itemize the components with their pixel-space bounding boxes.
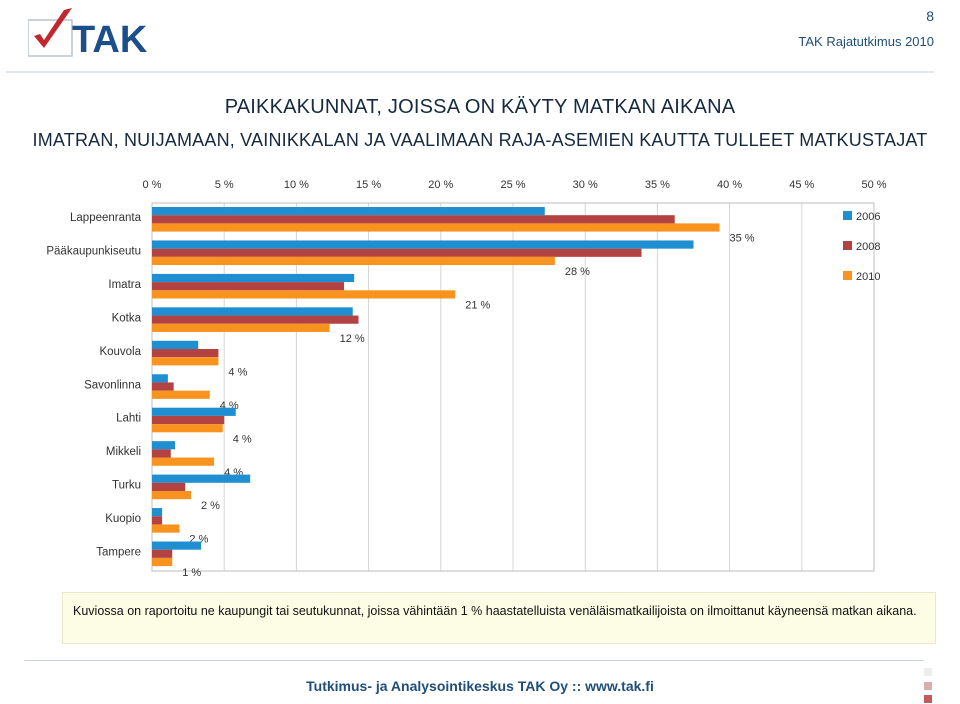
bar-2010: [152, 390, 210, 399]
category-label: Lappeenranta: [70, 212, 142, 224]
footnote-text: Kuviossa on raportoitu ne kaupungit tai …: [73, 604, 917, 618]
bar-2010: [152, 223, 720, 232]
x-tick-label: 25 %: [500, 179, 525, 191]
legend-label: 2008: [856, 241, 880, 253]
x-tick-label: 5 %: [215, 179, 234, 191]
bar-2008: [152, 482, 186, 491]
logo-text: TAK: [72, 19, 148, 60]
bar-2006: [152, 207, 545, 216]
bar-2006: [152, 240, 694, 249]
report-title: TAK Rajatutkimus 2010: [798, 34, 934, 49]
logo-check-mark: [34, 8, 72, 48]
bar-2008: [152, 449, 171, 458]
bar-2006: [152, 474, 251, 483]
footer-text: Tutkimus- ja Analysointikeskus TAK Oy ::…: [306, 678, 654, 694]
slide-subtitle: IMATRAN, NUIJAMAAN, VAINIKKALAN JA VAALI…: [32, 130, 928, 150]
bar-2008: [152, 382, 174, 391]
x-tick-label: 40 %: [717, 179, 742, 191]
x-tick-label: 10 %: [284, 179, 309, 191]
legend-swatch-2010: [843, 271, 852, 280]
bar-2008: [152, 549, 173, 558]
decor-square: [924, 682, 932, 690]
bar-2008: [152, 248, 642, 257]
bar-2006: [152, 374, 168, 383]
bar-2006: [152, 273, 355, 283]
legend-swatch-2006: [843, 211, 852, 220]
bar-2006: [152, 340, 199, 349]
bar-2006: [152, 407, 236, 416]
x-tick-label: 30 %: [573, 179, 598, 191]
bar-2008: [152, 349, 219, 358]
x-tick-label: 50 %: [861, 179, 886, 191]
bar-2008: [152, 415, 225, 425]
decor-square: [924, 695, 932, 703]
category-label: Tampere: [96, 547, 141, 559]
decor-square: [924, 668, 932, 676]
bar-2010: [152, 424, 223, 433]
data-label: 12 %: [340, 333, 365, 345]
bar-2010: [152, 557, 173, 567]
category-label: Kouvola: [99, 346, 141, 358]
bar-2006: [152, 441, 176, 450]
data-label: 21 %: [465, 300, 490, 312]
data-label: 4 %: [228, 366, 247, 378]
x-tick-label: 15 %: [356, 179, 381, 191]
bar-2006: [152, 508, 163, 517]
category-label: Pääkaupunkiseutu: [46, 245, 141, 257]
bar-2010: [152, 290, 456, 299]
legend-label: 2010: [856, 271, 880, 283]
bar-2006: [152, 307, 353, 316]
bar-2010: [152, 457, 215, 466]
category-label: Turku: [112, 480, 141, 492]
bar-2010: [152, 524, 180, 533]
data-label: 4 %: [233, 433, 252, 445]
data-label: 1 %: [182, 567, 201, 579]
category-label: Mikkeli: [106, 446, 141, 458]
bar-2008: [152, 282, 345, 291]
bar-2010: [152, 323, 330, 332]
footnote-box: Kuviossa on raportoitu ne kaupungit tai …: [62, 592, 936, 644]
x-tick-label: 0 %: [143, 179, 162, 191]
tak-logo: TAK: [28, 8, 148, 60]
category-label: Lahti: [116, 413, 141, 425]
bar-2006: [152, 541, 202, 550]
category-label: Kotka: [112, 312, 142, 324]
x-tick-label: 45 %: [789, 179, 814, 191]
x-tick-label: 35 %: [645, 179, 670, 191]
header-divider: [6, 71, 934, 73]
category-label: Kuopio: [105, 513, 141, 525]
data-label: 28 %: [565, 266, 590, 278]
slide-title: PAIKKAKUNNAT, JOISSA ON KÄYTY MATKAN AIK…: [224, 96, 736, 118]
legend-swatch-2008: [843, 241, 852, 250]
legend-label: 2006: [856, 211, 880, 223]
footer-divider: [24, 660, 924, 661]
bar-2010: [152, 491, 191, 500]
x-tick-label: 20 %: [428, 179, 453, 191]
bar-chart: 0 % 5 % 10 % 15 % 20 % 25 % 30 % 35 % 40 % 45 % 50…: [46, 179, 886, 579]
bar-2008: [152, 516, 163, 525]
data-label: 35 %: [729, 233, 754, 245]
bar-2008: [152, 315, 359, 324]
data-label: 2 %: [201, 500, 220, 512]
category-label: Savonlinna: [84, 379, 142, 391]
bar-2008: [152, 215, 675, 224]
bar-2010: [152, 256, 555, 266]
page-number: 8: [926, 8, 934, 24]
category-label: Imatra: [108, 279, 141, 291]
bar-2010: [152, 357, 219, 366]
